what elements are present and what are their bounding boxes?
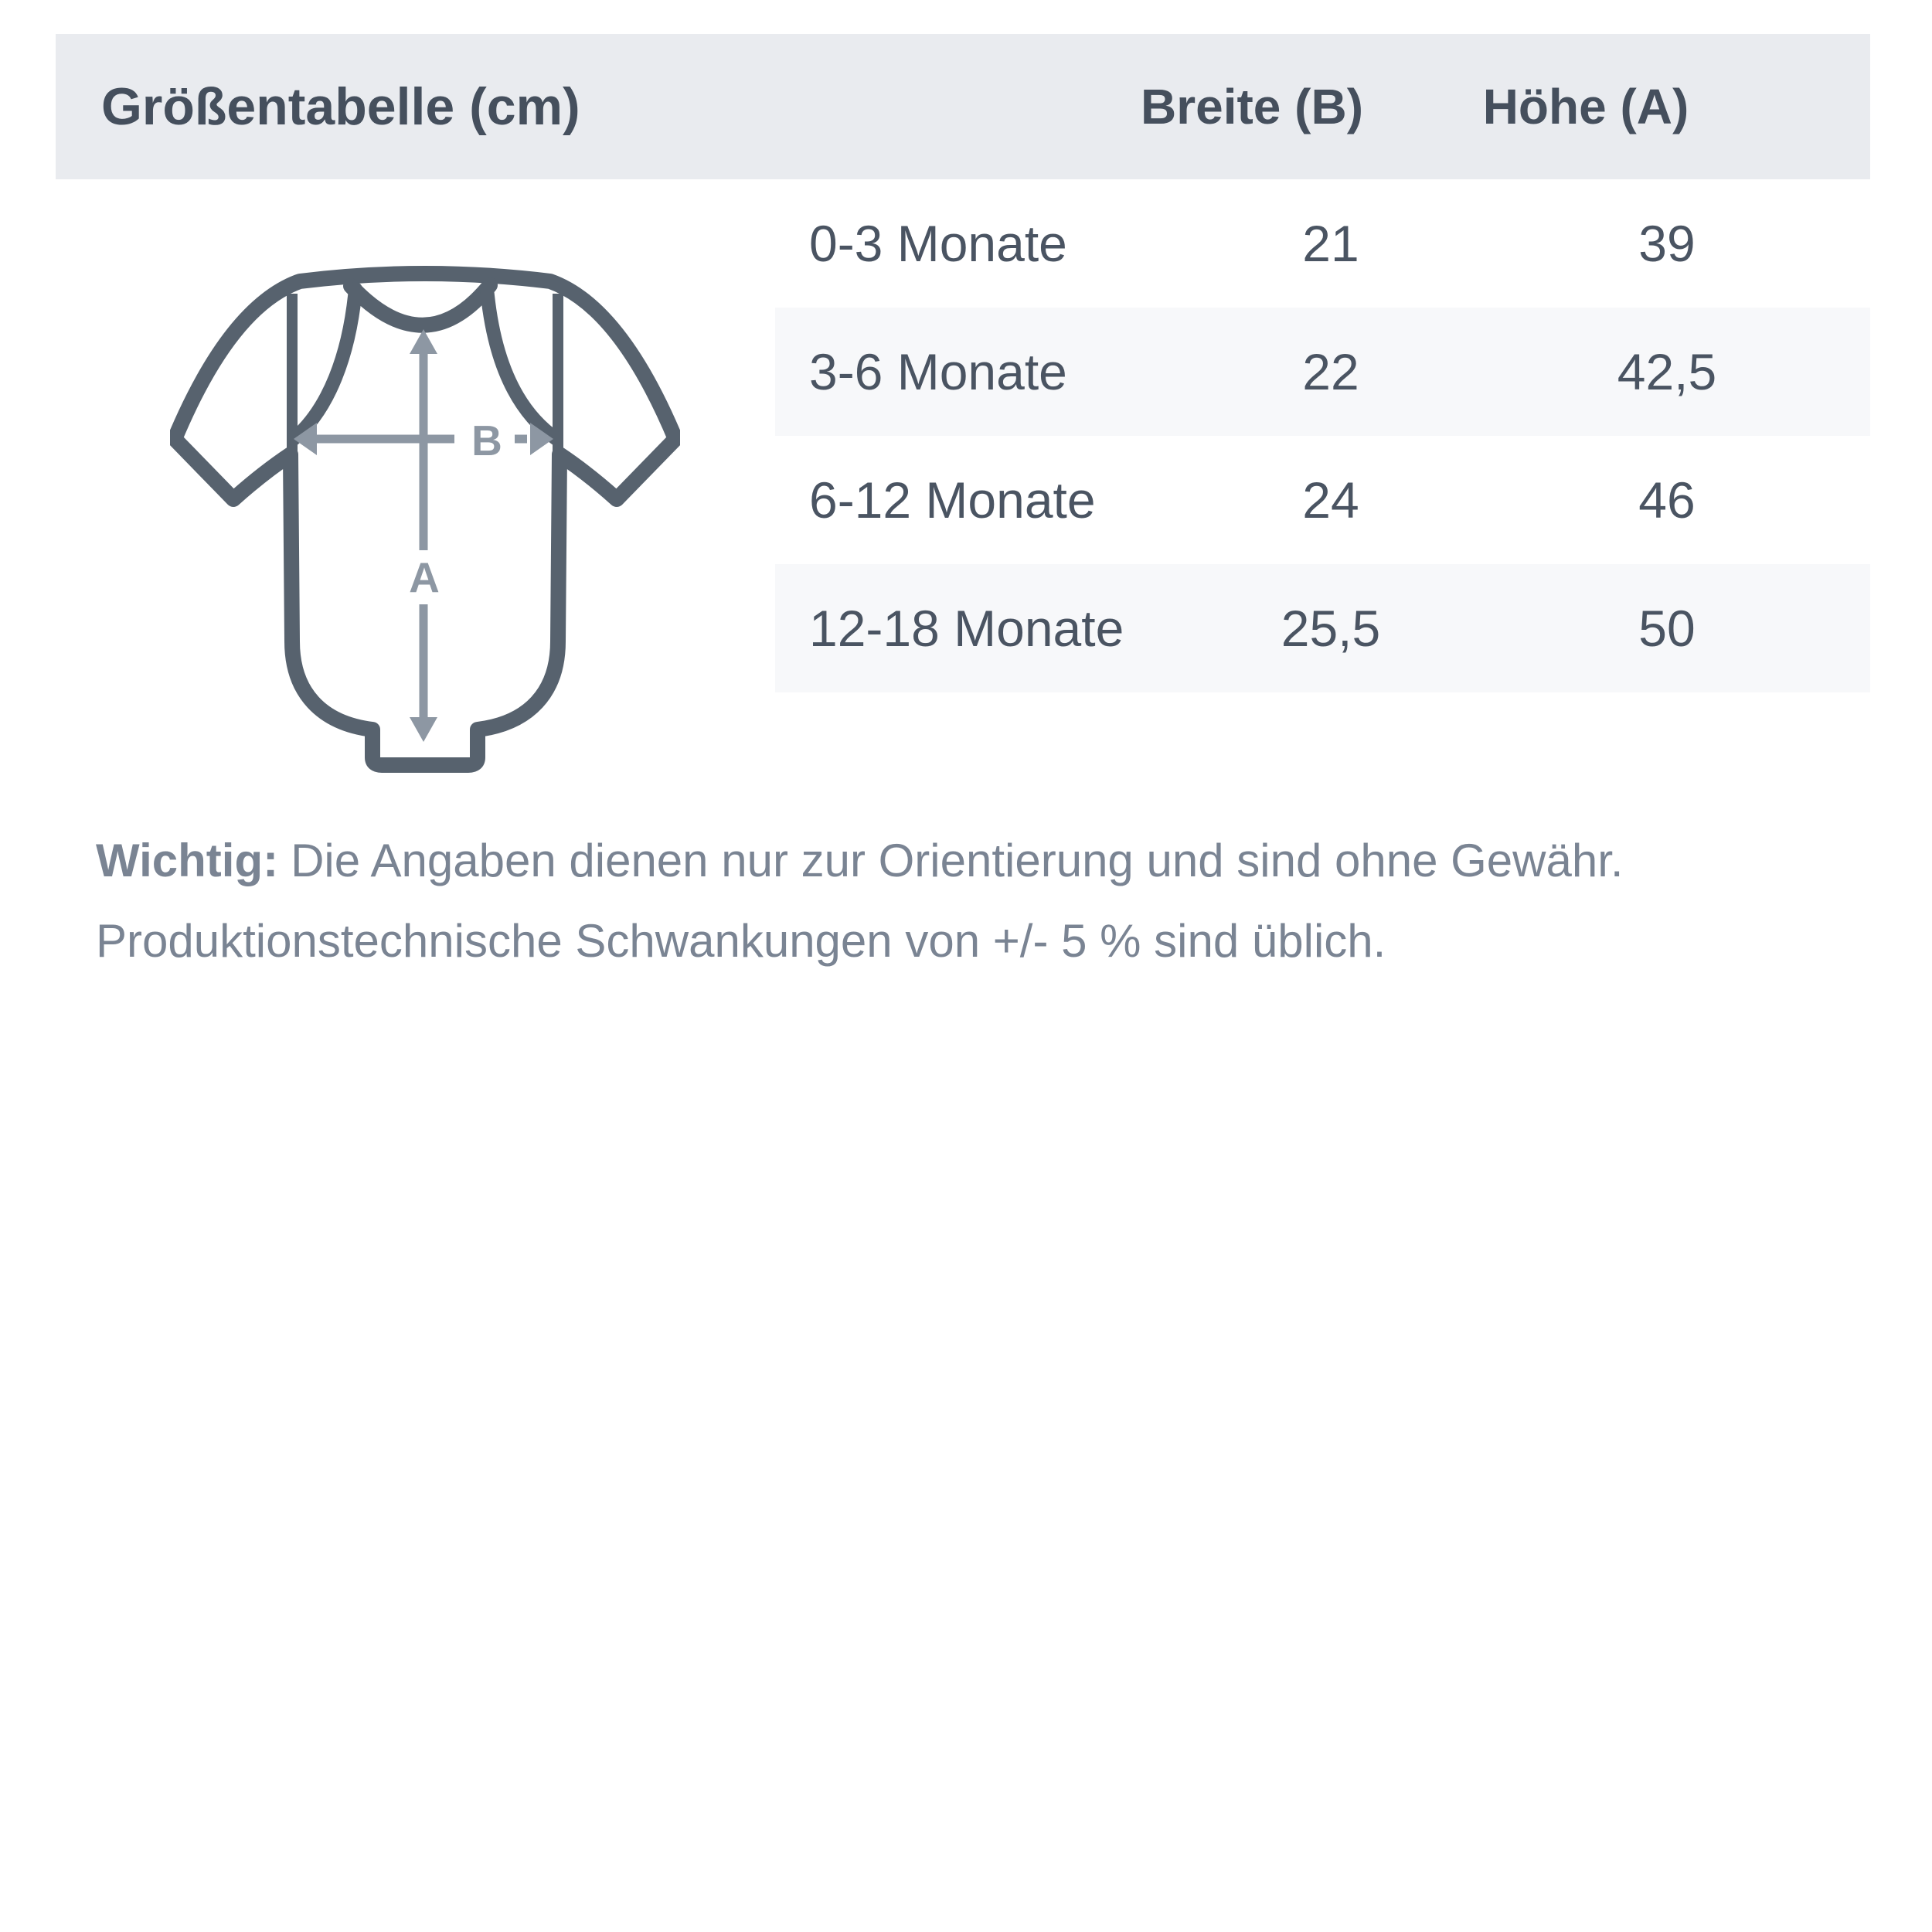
page-title: Größentabelle (cm): [101, 77, 580, 136]
shoulder-flap-left: [287, 282, 362, 446]
table-header-bar: Größentabelle (cm) Breite (B) Höhe (A): [56, 34, 1870, 179]
table-row: 3-6 Monate 22 42,5: [775, 308, 1870, 436]
shoulder-flap-right: [480, 281, 563, 446]
disclaimer-note: Wichtig: Die Angaben dienen nur zur Orien…: [96, 821, 1866, 981]
breite-value: 21: [1302, 215, 1359, 272]
hoehe-value: 46: [1638, 471, 1696, 529]
label-b: B: [471, 417, 502, 464]
disclaimer-line-2: Produktionstechnische Schwankungen von +…: [96, 915, 1386, 967]
table-row: 0-3 Monate 21 39: [775, 179, 1870, 308]
baby-bodysuit-measurement-icon: B A: [170, 266, 680, 773]
size-table: 0-3 Monate 21 39 3-6 Monate 22 42,5 6-12…: [775, 179, 1870, 692]
label-a: A: [409, 553, 440, 601]
size-label: 6-12 Monate: [809, 471, 1096, 529]
height-arrow: [410, 329, 437, 742]
size-label: 3-6 Monate: [809, 343, 1067, 400]
disclaimer-line-1: Wichtig: Die Angaben dienen nur zur Orien…: [96, 821, 1866, 901]
size-label: 0-3 Monate: [809, 215, 1067, 272]
column-header-breite: Breite (B): [1140, 79, 1364, 134]
hoehe-value: 42,5: [1617, 343, 1717, 400]
size-label: 12-18 Monate: [809, 600, 1124, 657]
column-header-hoehe: Höhe (A): [1482, 79, 1689, 134]
table-row: 6-12 Monate 24 46: [775, 436, 1870, 564]
hoehe-value: 39: [1638, 215, 1696, 272]
breite-value: 25,5: [1281, 600, 1381, 657]
table-row: 12-18 Monate 25,5 50: [775, 564, 1870, 692]
hoehe-value: 50: [1638, 600, 1696, 657]
breite-value: 22: [1302, 343, 1359, 400]
wichtig-label: Wichtig:: [96, 835, 279, 886]
width-arrow: [294, 423, 553, 455]
disclaimer-text-1: Die Angaben dienen nur zur Orientierung …: [291, 835, 1624, 886]
breite-value: 24: [1302, 471, 1359, 529]
neckline-curve: [343, 277, 498, 333]
